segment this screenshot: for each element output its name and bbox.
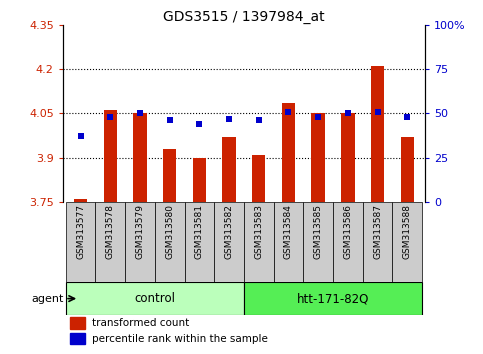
Bar	[252, 155, 266, 202]
Bar	[392, 202, 422, 282]
Bar	[222, 137, 236, 202]
Text: GSM313584: GSM313584	[284, 204, 293, 259]
Bar	[193, 158, 206, 202]
Text: GSM313579: GSM313579	[136, 204, 144, 259]
Bar	[163, 149, 176, 202]
Text: GSM313582: GSM313582	[225, 204, 234, 259]
Bar	[282, 103, 295, 202]
Bar	[70, 317, 85, 329]
Text: GSM313586: GSM313586	[343, 204, 352, 259]
Text: GSM313583: GSM313583	[254, 204, 263, 259]
Bar	[312, 113, 325, 202]
Bar	[66, 282, 244, 315]
Bar	[214, 202, 244, 282]
Text: control: control	[134, 292, 175, 305]
Text: GSM313577: GSM313577	[76, 204, 85, 259]
Bar	[96, 202, 125, 282]
Bar	[333, 202, 363, 282]
Text: GSM313578: GSM313578	[106, 204, 115, 259]
Bar	[70, 333, 85, 344]
Bar	[133, 113, 147, 202]
Bar	[66, 202, 96, 282]
Bar	[244, 282, 422, 315]
Bar	[125, 202, 155, 282]
Text: agent: agent	[31, 293, 63, 304]
Title: GDS3515 / 1397984_at: GDS3515 / 1397984_at	[163, 10, 325, 24]
Text: htt-171-82Q: htt-171-82Q	[297, 292, 369, 305]
Bar	[400, 137, 414, 202]
Text: GSM313588: GSM313588	[403, 204, 412, 259]
Bar	[363, 202, 392, 282]
Bar	[371, 66, 384, 202]
Bar	[244, 202, 273, 282]
Text: percentile rank within the sample: percentile rank within the sample	[92, 334, 268, 344]
Text: transformed count: transformed count	[92, 318, 189, 328]
Text: GSM313580: GSM313580	[165, 204, 174, 259]
Bar	[341, 113, 355, 202]
Text: GSM313585: GSM313585	[313, 204, 323, 259]
Bar	[185, 202, 214, 282]
Bar	[273, 202, 303, 282]
Bar	[303, 202, 333, 282]
Text: GSM313587: GSM313587	[373, 204, 382, 259]
Bar	[155, 202, 185, 282]
Bar	[74, 199, 87, 202]
Text: GSM313581: GSM313581	[195, 204, 204, 259]
Bar	[104, 110, 117, 202]
